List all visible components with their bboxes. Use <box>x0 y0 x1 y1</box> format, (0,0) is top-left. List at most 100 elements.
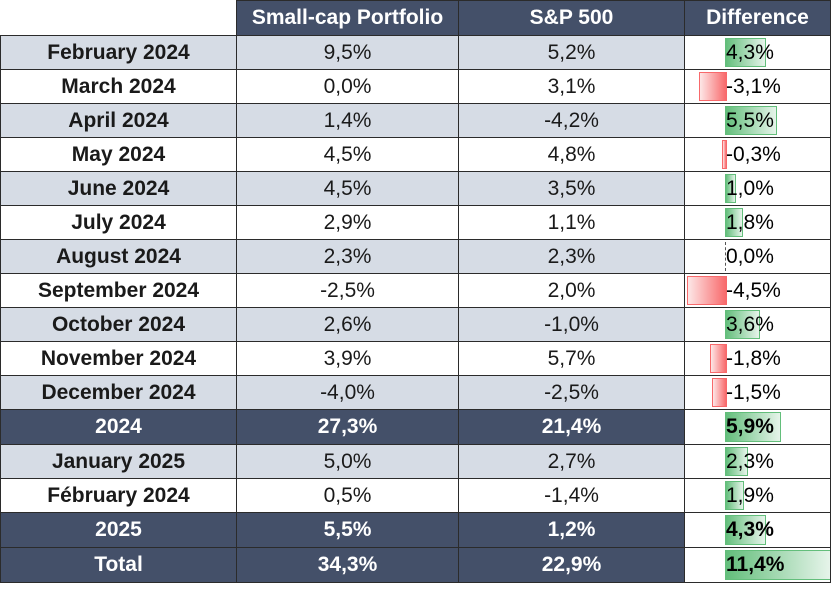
table-row: August 2024 2,3% 2,3% 0,0% <box>0 239 831 274</box>
row-label: Total <box>0 547 237 583</box>
difference-cell: 3,6% <box>684 307 831 342</box>
positive-data-bar <box>725 208 743 237</box>
table-row: December 2024 -4,0% -2,5% -1,5% <box>0 375 831 410</box>
positive-data-bar <box>725 447 748 476</box>
sp500-value: 22,9% <box>458 547 685 583</box>
positive-data-bar <box>725 481 744 510</box>
row-label: January 2025 <box>0 444 237 479</box>
table-row: May 2024 4,5% 4,8% -0,3% <box>0 137 831 172</box>
positive-data-bar <box>725 38 766 67</box>
portfolio-value: 4,5% <box>236 171 459 206</box>
header-portfolio: Small-cap Portfolio <box>236 0 459 36</box>
difference-value: -1,5% <box>726 380 781 404</box>
positive-data-bar <box>725 515 766 545</box>
difference-cell: 5,5% <box>684 103 831 138</box>
difference-value: 1,8% <box>726 210 774 234</box>
row-label: March 2024 <box>0 69 237 104</box>
portfolio-value: 3,9% <box>236 341 459 376</box>
portfolio-value: 5,0% <box>236 444 459 479</box>
row-label: July 2024 <box>0 205 237 240</box>
sp500-value: 2,7% <box>458 444 685 479</box>
row-label: August 2024 <box>0 239 237 274</box>
total-row: 2024 27,3% 21,4% 5,9% <box>0 409 831 445</box>
sp500-value: 1,1% <box>458 205 685 240</box>
portfolio-value: -4,0% <box>236 375 459 410</box>
portfolio-value: 0,5% <box>236 478 459 513</box>
table-row: Fébruary 2024 0,5% -1,4% 1,9% <box>0 478 831 513</box>
positive-data-bar <box>725 412 781 442</box>
sp500-value: 3,1% <box>458 69 685 104</box>
negative-data-bar <box>712 378 727 407</box>
portfolio-value: 2,9% <box>236 205 459 240</box>
difference-value: 4,3% <box>726 40 774 64</box>
table-row: March 2024 0,0% 3,1% -3,1% <box>0 69 831 104</box>
difference-value: 3,6% <box>726 312 774 336</box>
difference-cell: 11,4% <box>684 547 831 583</box>
difference-value: 1,0% <box>726 176 774 200</box>
difference-cell: 1,9% <box>684 478 831 513</box>
sp500-value: 4,8% <box>458 137 685 172</box>
difference-value: 2,3% <box>726 449 774 473</box>
negative-data-bar <box>710 344 727 373</box>
positive-data-bar <box>725 550 830 580</box>
difference-cell: 0,0% <box>684 239 831 274</box>
row-label: Fébruary 2024 <box>0 478 237 513</box>
difference-value: 5,5% <box>726 108 774 132</box>
portfolio-value: 2,3% <box>236 239 459 274</box>
table-row: April 2024 1,4% -4,2% 5,5% <box>0 103 831 138</box>
sp500-value: 5,2% <box>458 35 685 70</box>
difference-value: 0,0% <box>726 244 774 268</box>
header-row: Small-cap Portfolio S&P 500 Difference <box>0 0 831 36</box>
positive-data-bar <box>725 106 777 135</box>
portfolio-value: -2,5% <box>236 273 459 308</box>
table-row: November 2024 3,9% 5,7% -1,8% <box>0 341 831 376</box>
row-label: September 2024 <box>0 273 237 308</box>
difference-cell: -1,5% <box>684 375 831 410</box>
difference-value: -3,1% <box>726 74 781 98</box>
sp500-value: 3,5% <box>458 171 685 206</box>
negative-data-bar <box>699 72 727 101</box>
row-label: 2025 <box>0 512 237 548</box>
difference-value: 1,9% <box>726 483 774 507</box>
sp500-value: -2,5% <box>458 375 685 410</box>
difference-cell: 4,3% <box>684 512 831 548</box>
row-label: June 2024 <box>0 171 237 206</box>
total-row: Total 34,3% 22,9% 11,4% <box>0 547 831 583</box>
table-row: September 2024 -2,5% 2,0% -4,5% <box>0 273 831 308</box>
sp500-value: -4,2% <box>458 103 685 138</box>
sp500-value: 1,2% <box>458 512 685 548</box>
difference-value: -0,3% <box>726 142 781 166</box>
row-label: February 2024 <box>0 35 237 70</box>
difference-cell: -3,1% <box>684 69 831 104</box>
row-label: April 2024 <box>0 103 237 138</box>
sp500-value: 2,0% <box>458 273 685 308</box>
difference-value: 5,9% <box>726 415 774 438</box>
sp500-value: 5,7% <box>458 341 685 376</box>
negative-data-bar <box>722 140 727 169</box>
negative-data-bar <box>687 276 727 305</box>
row-label: November 2024 <box>0 341 237 376</box>
sp500-value: -1,0% <box>458 307 685 342</box>
portfolio-value: 0,0% <box>236 69 459 104</box>
data-bar-axis <box>725 242 726 271</box>
total-row: 2025 5,5% 1,2% 4,3% <box>0 512 831 548</box>
positive-data-bar <box>725 174 736 203</box>
row-label: December 2024 <box>0 375 237 410</box>
portfolio-value: 27,3% <box>236 409 459 445</box>
header-corner <box>0 0 237 36</box>
sp500-value: -1,4% <box>458 478 685 513</box>
difference-value: -4,5% <box>726 278 781 302</box>
difference-value: 4,3% <box>726 518 774 541</box>
difference-value: -1,8% <box>726 346 781 370</box>
difference-cell: 4,3% <box>684 35 831 70</box>
table-row: July 2024 2,9% 1,1% 1,8% <box>0 205 831 240</box>
table-row: June 2024 4,5% 3,5% 1,0% <box>0 171 831 206</box>
header-difference: Difference <box>684 0 831 36</box>
portfolio-value: 1,4% <box>236 103 459 138</box>
table-row: February 2024 9,5% 5,2% 4,3% <box>0 35 831 70</box>
header-sp500: S&P 500 <box>458 0 685 36</box>
difference-cell: 1,0% <box>684 171 831 206</box>
table-row: January 2025 5,0% 2,7% 2,3% <box>0 444 831 479</box>
row-label: 2024 <box>0 409 237 445</box>
portfolio-value: 34,3% <box>236 547 459 583</box>
